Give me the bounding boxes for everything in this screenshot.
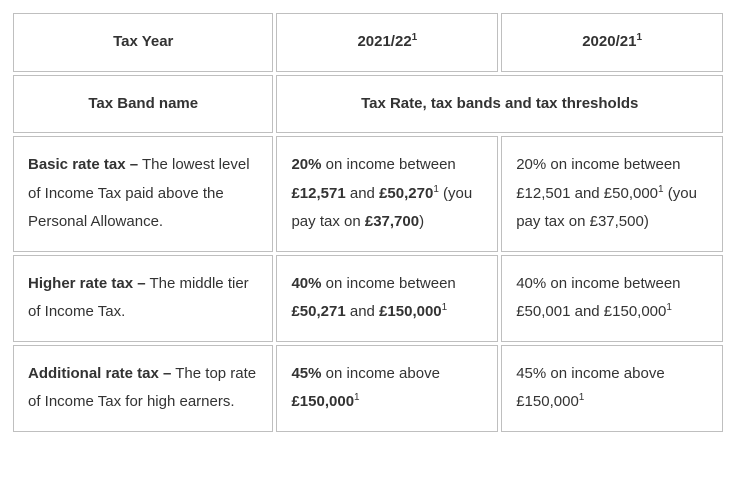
tax-table: Tax Year 2021/221 2020/211 Tax Band name…: [10, 10, 726, 435]
header-tax-year: Tax Year: [13, 13, 273, 72]
cell-2021: 20% on income between £12,571 and £50,27…: [276, 136, 498, 252]
band-name: Higher rate tax –: [28, 275, 146, 292]
cell-2021: 40% on income between £50,271 and £150,0…: [276, 255, 498, 342]
band-cell: Higher rate tax – The middle tier of Inc…: [13, 255, 273, 342]
subheader-band-name: Tax Band name: [13, 75, 273, 134]
table-row: Higher rate tax – The middle tier of Inc…: [13, 255, 723, 342]
band-name: Additional rate tax –: [28, 365, 171, 382]
table-row: Additional rate tax – The top rate of In…: [13, 345, 723, 432]
header-2020-21: 2020/211: [501, 13, 723, 72]
band-cell: Basic rate tax – The lowest level of Inc…: [13, 136, 273, 252]
header-2021-22: 2021/221: [276, 13, 498, 72]
cell-2020: 40% on income between £50,001 and £150,0…: [501, 255, 723, 342]
subheader-rate-bands: Tax Rate, tax bands and tax thresholds: [276, 75, 723, 134]
band-name: Basic rate tax –: [28, 156, 138, 173]
band-cell: Additional rate tax – The top rate of In…: [13, 345, 273, 432]
table-row: Basic rate tax – The lowest level of Inc…: [13, 136, 723, 252]
cell-2020: 20% on income between £12,501 and £50,00…: [501, 136, 723, 252]
cell-2021: 45% on income above £150,0001: [276, 345, 498, 432]
table-subheader-row: Tax Band name Tax Rate, tax bands and ta…: [13, 75, 723, 134]
cell-2020: 45% on income above £150,0001: [501, 345, 723, 432]
table-header-row: Tax Year 2021/221 2020/211: [13, 13, 723, 72]
